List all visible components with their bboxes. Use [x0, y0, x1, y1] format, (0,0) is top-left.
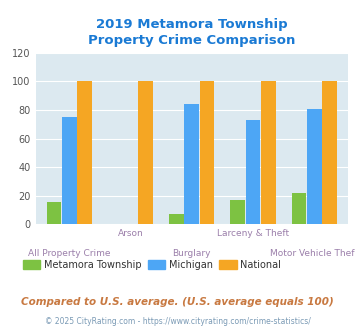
Text: Larceny & Theft: Larceny & Theft — [217, 229, 289, 238]
Bar — [261, 82, 275, 224]
Text: Arson: Arson — [118, 229, 143, 238]
Text: Motor Vehicle Theft: Motor Vehicle Theft — [270, 249, 355, 258]
Bar — [230, 200, 245, 224]
Text: Compared to U.S. average. (U.S. average equals 100): Compared to U.S. average. (U.S. average … — [21, 297, 334, 307]
Bar — [291, 193, 306, 224]
Title: 2019 Metamora Township
Property Crime Comparison: 2019 Metamora Township Property Crime Co… — [88, 18, 295, 48]
Text: All Property Crime: All Property Crime — [28, 249, 110, 258]
Bar — [169, 214, 184, 224]
Bar — [184, 104, 199, 224]
Text: © 2025 CityRating.com - https://www.cityrating.com/crime-statistics/: © 2025 CityRating.com - https://www.city… — [45, 317, 310, 326]
Bar — [322, 82, 337, 224]
Bar — [200, 82, 214, 224]
Bar — [77, 82, 92, 224]
Bar — [307, 109, 322, 224]
Text: Burglary: Burglary — [173, 249, 211, 258]
Bar — [246, 120, 260, 224]
Legend: Metamora Township, Michigan, National: Metamora Township, Michigan, National — [19, 256, 285, 274]
Bar — [47, 202, 61, 224]
Bar — [138, 82, 153, 224]
Bar — [62, 117, 77, 224]
